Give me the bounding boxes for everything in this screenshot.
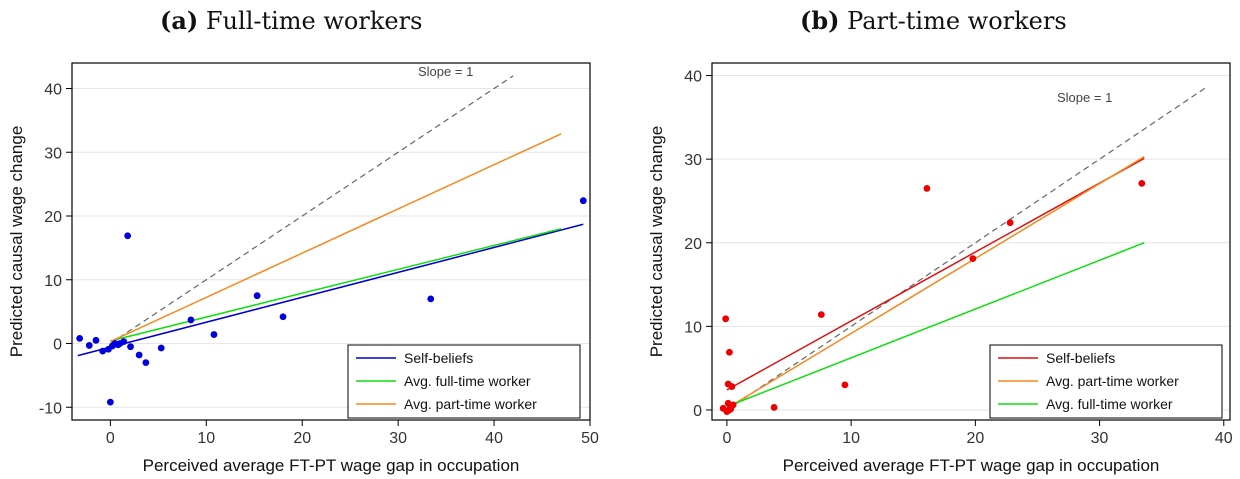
y-tick-label: 10: [684, 319, 702, 336]
data-point: [279, 313, 287, 321]
data-point: [135, 351, 143, 359]
panel-label-b: (b): [800, 6, 840, 35]
x-tick-label: 40: [1215, 430, 1233, 447]
slope-annotation: Slope = 1: [418, 64, 473, 79]
panel-label-a: (a): [160, 6, 199, 35]
data-point: [106, 398, 114, 406]
y-tick-label: 20: [684, 236, 702, 253]
y-axis-title: Predicted causal wage change: [7, 126, 26, 358]
data-point: [157, 344, 165, 352]
panel-title-text-a: Full-time workers: [205, 7, 423, 35]
y-axis-title: Predicted causal wage change: [647, 126, 666, 358]
y-tick-label: -10: [39, 400, 62, 417]
legend-label-2: Avg. part-time worker: [404, 396, 537, 412]
panel-title-b: (b) Part-time workers: [800, 6, 1067, 35]
y-tick-label: 40: [44, 82, 62, 99]
legend-label-0: Self-beliefs: [1046, 350, 1115, 366]
plot-frame: [71, 62, 591, 421]
y-tick-label: 40: [684, 69, 702, 86]
x-tick-label: 50: [581, 430, 599, 447]
panel-title-a: (a) Full-time workers: [160, 6, 422, 35]
plot-frame: [711, 62, 1231, 421]
data-point: [127, 343, 134, 351]
data-point: [142, 359, 150, 367]
data-point: [722, 315, 730, 323]
data-point: [817, 311, 825, 319]
x-axis-title: Perceived average FT-PT wage gap in occu…: [143, 456, 520, 475]
data-point: [923, 185, 931, 192]
data-point: [120, 338, 128, 345]
data-point: [92, 336, 100, 344]
x-tick-label: 0: [722, 430, 731, 447]
data-point: [728, 383, 736, 390]
data-point: [253, 292, 261, 300]
x-tick-label: 30: [389, 430, 407, 447]
panel-title-text-b: Part-time workers: [847, 7, 1067, 35]
y-tick-label: 0: [53, 337, 62, 354]
x-tick-label: 20: [293, 430, 311, 447]
data-point: [99, 347, 107, 355]
data-point: [427, 295, 435, 303]
x-axis-title: Perceived average FT-PT wage gap in occu…: [783, 456, 1160, 475]
data-point: [724, 399, 732, 407]
x-tick-label: 0: [106, 430, 115, 447]
slope-one-line: [110, 75, 514, 344]
y-tick-label: 20: [44, 209, 62, 226]
x-tick-label: 40: [485, 430, 503, 447]
x-tick-label: 10: [842, 430, 860, 447]
data-point: [725, 348, 733, 356]
legend-label-1: Avg. part-time worker: [1046, 373, 1179, 389]
data-point: [727, 405, 735, 413]
data-point: [124, 232, 132, 240]
data-point: [1006, 219, 1014, 227]
y-tick-label: 30: [684, 152, 702, 169]
data-point: [770, 404, 778, 411]
legend-label-0: Self-beliefs: [404, 350, 473, 366]
data-point: [841, 381, 849, 389]
legend-label-1: Avg. full-time worker: [404, 373, 531, 389]
data-point: [210, 331, 218, 338]
plot-panel-b: 0 10 20 30 40 0 10 20 30 40 Perceived average FT-P…: [647, 62, 1233, 475]
data-point: [579, 197, 587, 205]
data-point: [76, 335, 84, 342]
series-line-1: [726, 155, 1145, 409]
slope-one-line: [726, 87, 1206, 411]
x-tick-label: 10: [197, 430, 215, 447]
series-line-2: [726, 242, 1145, 408]
data-point: [187, 316, 195, 324]
series-line-0: [726, 157, 1145, 391]
series-line-0: [77, 223, 584, 357]
data-point: [85, 342, 93, 349]
y-tick-label: 0: [693, 403, 702, 420]
legend-label-2: Avg. full-time worker: [1046, 396, 1173, 412]
data-point: [969, 255, 977, 263]
y-tick-label: 30: [44, 145, 62, 162]
series-line-1: [110, 228, 562, 342]
slope-annotation: Slope = 1: [1057, 90, 1112, 105]
data-point: [1138, 179, 1146, 187]
x-tick-label: 20: [966, 430, 984, 447]
y-tick-label: 10: [44, 273, 62, 290]
x-tick-label: 30: [1091, 430, 1109, 447]
plot-panel-a: -10 0 10 20 30 40 0 10 20 30 40 50 Perceived average…: [7, 62, 599, 475]
series-line-2: [110, 133, 562, 343]
